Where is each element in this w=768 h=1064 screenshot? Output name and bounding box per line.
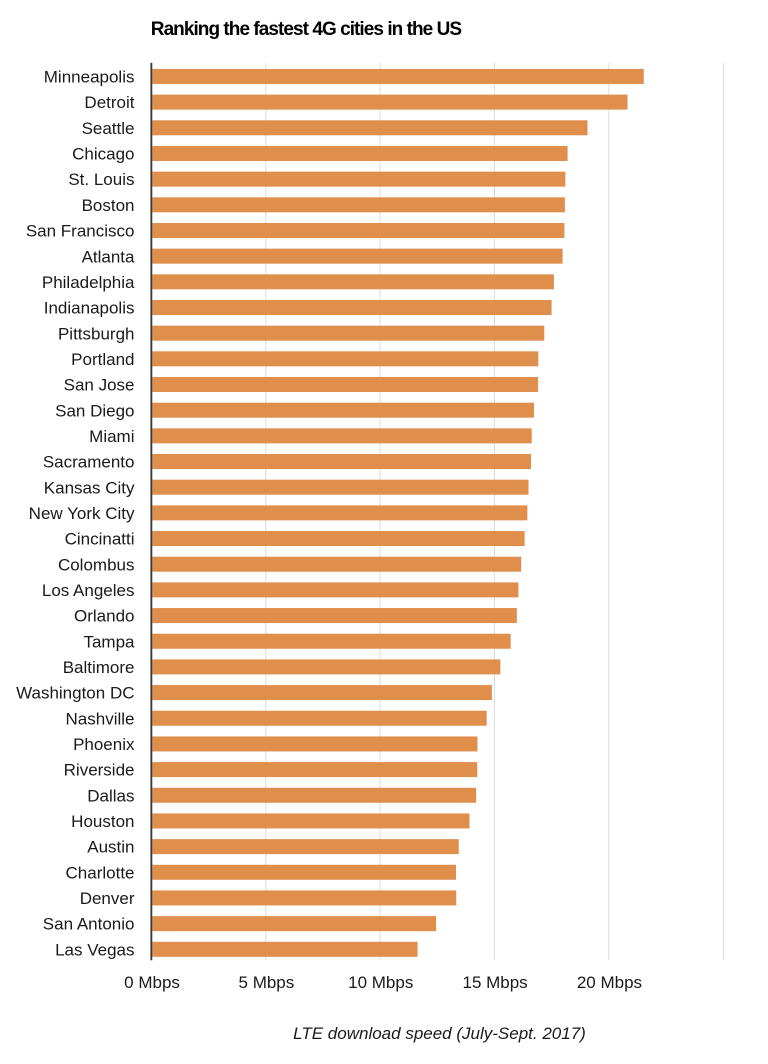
svg-text:Minneapolis: Minneapolis: [44, 68, 135, 87]
svg-text:Philadelphia: Philadelphia: [42, 273, 135, 292]
svg-text:Detroit: Detroit: [84, 93, 134, 112]
svg-text:Tampa: Tampa: [83, 632, 135, 651]
svg-text:Miami: Miami: [89, 427, 134, 446]
svg-text:20 Mbps: 20 Mbps: [577, 973, 642, 992]
svg-text:15 Mbps: 15 Mbps: [462, 973, 527, 992]
svg-text:Riverside: Riverside: [64, 761, 135, 780]
svg-text:Orlando: Orlando: [74, 607, 134, 626]
svg-text:10 Mbps: 10 Mbps: [348, 973, 413, 992]
svg-text:Phoenix: Phoenix: [73, 735, 135, 754]
svg-text:San Antonio: San Antonio: [43, 915, 135, 934]
svg-text:Ranking the fastest 4G cities: Ranking the fastest 4G cities in the US: [151, 19, 462, 40]
svg-text:San Jose: San Jose: [64, 376, 135, 395]
svg-text:Boston: Boston: [82, 196, 135, 215]
svg-text:Dallas: Dallas: [87, 786, 134, 805]
svg-text:Charlotte: Charlotte: [66, 863, 135, 882]
svg-text:Cincinatti: Cincinatti: [65, 530, 135, 549]
svg-text:Los Angeles: Los Angeles: [42, 581, 135, 600]
svg-text:Colombus: Colombus: [58, 555, 135, 574]
svg-text:Las Vegas: Las Vegas: [55, 940, 134, 959]
svg-text:Pittsburgh: Pittsburgh: [58, 324, 135, 343]
svg-text:Washington DC: Washington DC: [16, 684, 134, 703]
svg-text:Denver: Denver: [80, 889, 135, 908]
svg-text:Seattle: Seattle: [82, 119, 135, 138]
svg-text:Chicago: Chicago: [72, 145, 134, 164]
svg-text:San Francisco: San Francisco: [26, 222, 135, 241]
svg-text:Portland: Portland: [71, 350, 134, 369]
svg-text:Austin: Austin: [87, 838, 134, 857]
svg-text:Kansas City: Kansas City: [44, 478, 135, 497]
svg-text:Atlanta: Atlanta: [82, 247, 135, 266]
svg-text:New York City: New York City: [29, 504, 135, 523]
svg-text:Nashville: Nashville: [66, 709, 135, 728]
svg-text:0 Mbps: 0 Mbps: [124, 973, 180, 992]
svg-text:5 Mbps: 5 Mbps: [239, 973, 295, 992]
svg-text:Houston: Houston: [71, 812, 134, 831]
svg-text:Baltimore: Baltimore: [63, 658, 135, 677]
svg-text:Sacramento: Sacramento: [43, 453, 135, 472]
svg-text:Indianapolis: Indianapolis: [44, 299, 135, 318]
svg-text:LTE download speed (July-Sept.: LTE download speed (July-Sept. 2017): [293, 1024, 586, 1043]
svg-text:San Diego: San Diego: [55, 401, 134, 420]
svg-text:St. Louis: St. Louis: [68, 170, 134, 189]
